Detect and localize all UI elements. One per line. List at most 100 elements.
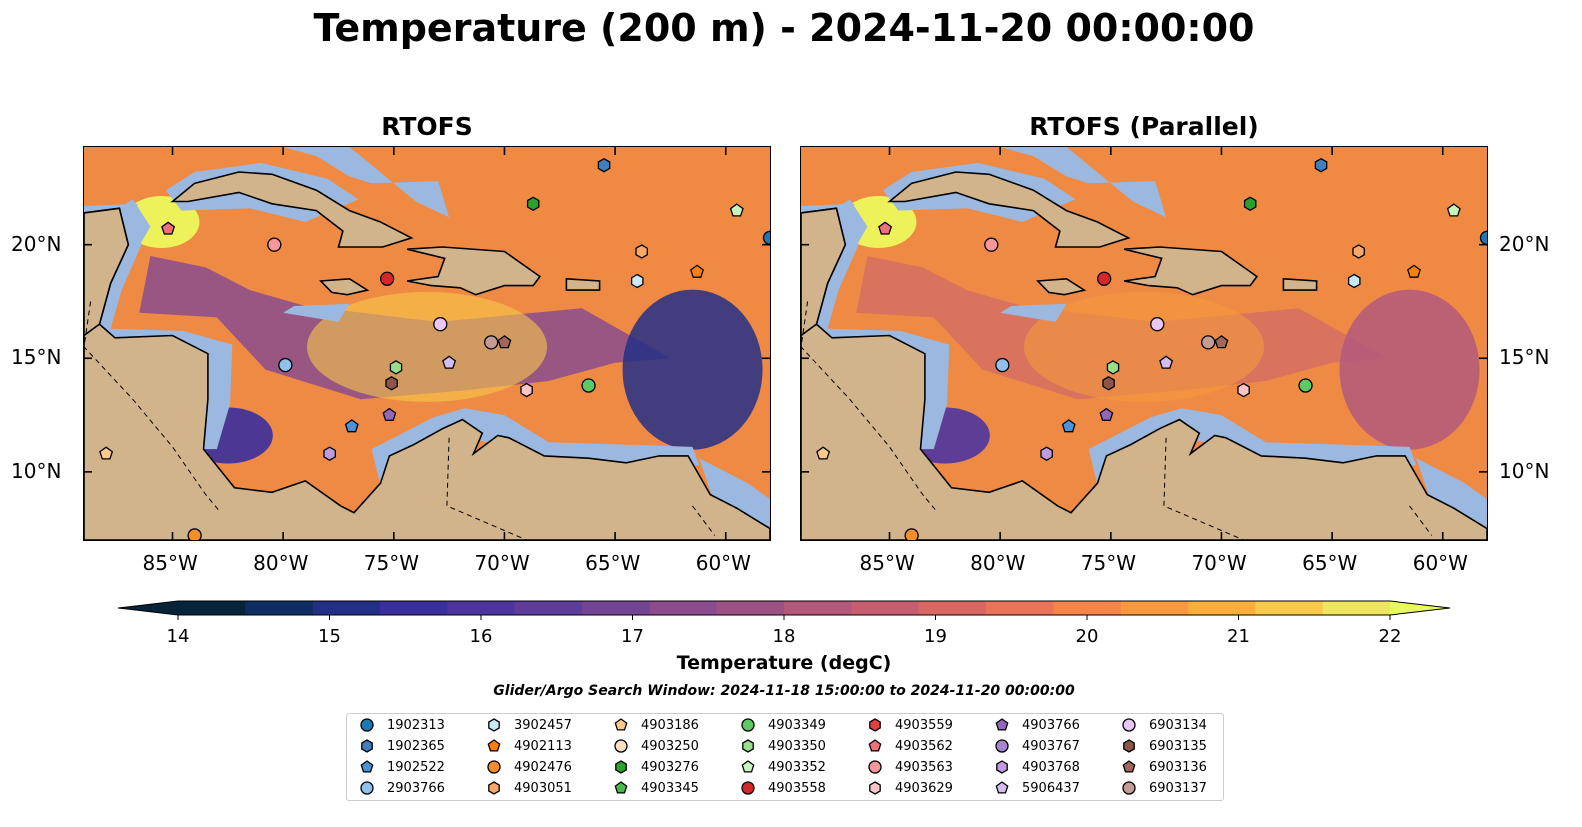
float-marker-4902113[interactable] — [1407, 264, 1421, 278]
float-marker-6903137[interactable] — [484, 335, 499, 350]
landmass — [1036, 277, 1087, 296]
hexagon-marker-icon — [1123, 739, 1135, 753]
float-marker-4903629[interactable] — [1237, 382, 1250, 398]
float-marker-4903186[interactable] — [99, 446, 114, 460]
float-marker-6903136[interactable] — [1214, 335, 1229, 349]
float-marker-6903135[interactable] — [1102, 376, 1115, 391]
legend-label: 4903767 — [1022, 738, 1080, 754]
lat-tick-label: 20°N — [11, 231, 62, 256]
float-marker-3902457[interactable] — [1347, 273, 1361, 289]
rtofs-frame-ticks — [84, 147, 770, 540]
legend-marker-2903766 — [360, 781, 374, 795]
float-marker-6903137[interactable] — [1201, 335, 1216, 350]
landmass — [406, 246, 542, 296]
legend-marker-4903767 — [995, 739, 1009, 753]
legend-marker-6903136 — [1122, 760, 1136, 773]
legend-label: 4903558 — [768, 780, 826, 796]
float-marker-4903350[interactable] — [1106, 360, 1120, 375]
float-marker-4903768[interactable] — [1040, 446, 1053, 461]
float-marker-6903135[interactable] — [385, 376, 398, 391]
hexagon-marker-icon — [615, 760, 627, 774]
float-marker-4903562[interactable] — [878, 221, 893, 235]
legend-marker-4903558 — [741, 781, 755, 795]
float-marker-6903136[interactable] — [497, 335, 512, 349]
float-marker-4903051[interactable] — [635, 244, 648, 259]
landmass — [800, 207, 1488, 541]
float-marker-4903766[interactable] — [382, 407, 397, 421]
hexagon-marker-icon — [488, 718, 500, 732]
colorbar-tick-label: 18 — [772, 626, 796, 647]
float-marker-4903349[interactable] — [581, 378, 596, 393]
float-marker-4903276[interactable] — [526, 196, 540, 212]
legend-item-4902476: 4902476 — [486, 757, 572, 777]
float-marker-4903558[interactable] — [1097, 271, 1112, 286]
circle-marker-icon — [360, 781, 374, 795]
float-marker-4903352[interactable] — [729, 203, 744, 217]
float-marker-4903276[interactable] — [1243, 196, 1257, 212]
legend-marker-4903051 — [488, 781, 500, 795]
landmass — [319, 277, 370, 296]
border-line — [1409, 505, 1433, 536]
landmass — [1282, 277, 1318, 291]
float-marker-4903629[interactable] — [520, 382, 533, 398]
float-marker-2903766[interactable] — [278, 357, 293, 373]
float-marker-4902476[interactable] — [904, 528, 919, 543]
float-marker-4903768[interactable] — [323, 446, 336, 461]
legend-marker-4903559 — [869, 718, 881, 732]
lon-tick-label: 75°W — [363, 551, 420, 575]
colorbar-segment — [986, 601, 1054, 615]
circle-marker-icon — [614, 739, 628, 753]
colorbar-title: Temperature (degC) — [676, 652, 892, 674]
float-marker-1902522[interactable] — [1061, 419, 1076, 433]
circle-marker-icon — [868, 760, 882, 774]
legend-label: 4903562 — [895, 738, 953, 754]
colorbar-segment — [649, 601, 718, 615]
float-marker-4903352[interactable] — [1446, 203, 1461, 217]
border-line — [446, 437, 527, 541]
float-marker-4903766[interactable] — [1099, 407, 1114, 421]
colorbar-segment — [1322, 601, 1391, 615]
float-marker-4902113[interactable] — [690, 264, 704, 278]
float-marker-1902365[interactable] — [1314, 157, 1328, 173]
colorbar-tick-label: 20 — [1075, 626, 1099, 647]
float-marker-4903558[interactable] — [380, 271, 395, 286]
lon-tick-label: 85°W — [142, 551, 198, 575]
legend-marker-1902313 — [360, 718, 374, 732]
float-marker-4903562[interactable] — [161, 221, 176, 235]
legend-item-3902457: 3902457 — [486, 715, 572, 735]
legend-item-4903768: 4903768 — [994, 757, 1080, 777]
float-marker-6903134[interactable] — [1150, 317, 1165, 332]
float-marker-4903349[interactable] — [1298, 378, 1313, 393]
float-marker-5906437[interactable] — [1159, 355, 1174, 369]
float-marker-4903350[interactable] — [389, 360, 403, 375]
legend-label: 4903629 — [895, 780, 953, 796]
legend-item-4903352: 4903352 — [740, 757, 826, 777]
colorbar-tick-label: 17 — [621, 626, 644, 647]
float-marker-2903766[interactable] — [995, 357, 1010, 373]
landmass — [83, 207, 130, 338]
float-marker-3902457[interactable] — [630, 273, 644, 289]
map-panel-rtofs[interactable] — [83, 146, 778, 543]
hexagon-marker-icon — [488, 781, 500, 795]
float-marker-6903134[interactable] — [433, 317, 448, 332]
float-marker-4903051[interactable] — [1352, 244, 1365, 259]
float-marker-4903563[interactable] — [267, 237, 282, 252]
float-marker-5906437[interactable] — [442, 355, 457, 369]
map-panel-rtofs-parallel[interactable] — [800, 146, 1495, 543]
colorbar-segment — [851, 601, 920, 615]
float-legend: 1902313 1902365 1902522 2903766 3902457 49021… — [346, 713, 1224, 801]
rtofs-geography — [83, 147, 771, 541]
float-marker-1902365[interactable] — [597, 157, 611, 173]
search-window-caption: Glider/Argo Search Window: 2024-11-18 15… — [493, 683, 1075, 699]
colorbar-segment — [245, 601, 314, 615]
hexagon-marker-icon — [361, 739, 373, 753]
float-marker-1902522[interactable] — [344, 419, 359, 433]
legend-marker-4902113 — [487, 739, 501, 752]
pentagon-marker-icon — [995, 718, 1009, 731]
float-marker-4903186[interactable] — [816, 446, 831, 460]
legend-marker-4903186 — [614, 718, 628, 731]
border-line — [1163, 437, 1244, 541]
circle-marker-icon — [360, 718, 374, 732]
float-marker-4903563[interactable] — [984, 237, 999, 252]
float-marker-4902476[interactable] — [187, 528, 202, 543]
